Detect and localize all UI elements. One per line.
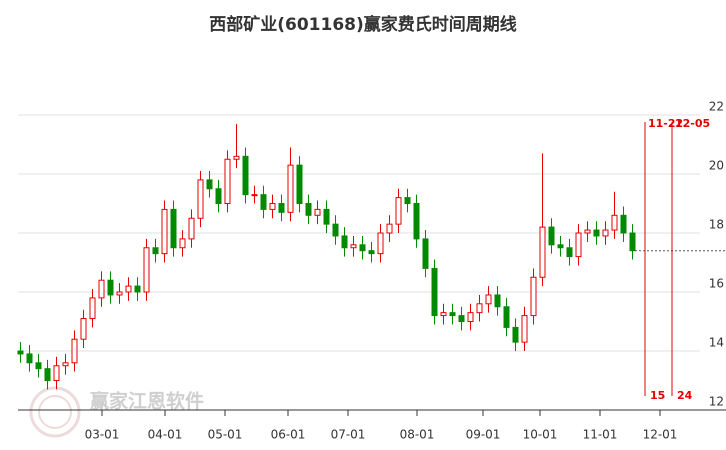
- candle-body: [413, 203, 420, 240]
- candle-body: [71, 338, 78, 364]
- candle-body: [116, 291, 123, 296]
- x-tick-label: 03-01: [85, 428, 120, 442]
- candle-body: [89, 297, 96, 320]
- candle-body: [503, 306, 510, 328]
- candle-body: [170, 208, 177, 249]
- x-tick-label: 09-01: [466, 428, 501, 442]
- candle-body: [215, 188, 222, 204]
- y-tick-label: 14: [709, 336, 724, 350]
- candle-body: [44, 368, 51, 382]
- candle-body: [53, 365, 60, 381]
- candle-body: [359, 244, 366, 252]
- candle-body: [107, 279, 114, 296]
- candle-body: [62, 362, 69, 367]
- candle-body: [530, 276, 537, 317]
- chart-title: 西部矿业(601168)赢家费氏时间周期线: [209, 14, 517, 35]
- candle-body: [368, 250, 375, 255]
- candle-body: [197, 179, 204, 219]
- candle-body: [260, 194, 267, 210]
- candle-body: [287, 164, 294, 213]
- candle-body: [512, 326, 519, 343]
- y-tick-label: 16: [709, 277, 724, 291]
- y-tick-label: 12: [709, 395, 724, 409]
- candle-body: [350, 244, 357, 249]
- candle-body: [539, 226, 546, 278]
- candle-body: [557, 244, 564, 249]
- candle-body: [269, 203, 276, 210]
- candle-body: [305, 203, 312, 216]
- candle-body: [323, 208, 330, 225]
- watermark: 赢家江恩软件: [90, 390, 204, 413]
- x-tick-label: 05-01: [208, 428, 243, 442]
- candle-body: [611, 214, 618, 231]
- candle-body: [566, 247, 573, 258]
- candle-body: [575, 232, 582, 258]
- candle-body: [251, 194, 258, 197]
- x-tick-label: 07-01: [331, 428, 366, 442]
- candle-body: [188, 217, 195, 240]
- candle-body: [494, 294, 501, 308]
- candle-body: [440, 312, 447, 317]
- candle-body: [521, 315, 528, 343]
- watermark-logo: [29, 386, 81, 438]
- candle-body: [179, 238, 186, 249]
- candle-body: [332, 223, 339, 237]
- candle-body: [233, 155, 240, 160]
- candle-body: [458, 315, 465, 323]
- x-tick-label: 08-01: [400, 428, 435, 442]
- candle-body: [404, 197, 411, 205]
- candle-body: [485, 294, 492, 305]
- candle-body: [152, 247, 159, 255]
- x-tick-label: 12-01: [643, 428, 678, 442]
- candle-body: [125, 285, 132, 293]
- candle-body: [35, 362, 42, 370]
- x-tick-label: 04-01: [148, 428, 183, 442]
- candle-body: [224, 158, 231, 204]
- candle-body: [377, 232, 384, 255]
- candle-body: [143, 247, 150, 293]
- candle-body: [17, 350, 24, 355]
- candle-body: [467, 312, 474, 322]
- y-tick-label: 22: [709, 100, 724, 114]
- candle-body: [296, 164, 303, 204]
- candle-body: [341, 235, 348, 249]
- candle-body: [548, 226, 555, 246]
- candle-body: [629, 232, 636, 252]
- candle-body: [602, 229, 609, 237]
- cycle-date-label: 11-22: [648, 117, 683, 130]
- logo-inner: [38, 395, 72, 429]
- candle-body: [431, 267, 438, 317]
- candle-body: [395, 197, 402, 225]
- y-tick-label: 20: [709, 159, 724, 173]
- candle-body: [242, 155, 249, 196]
- candle-body: [206, 179, 213, 190]
- candle-body: [80, 318, 87, 340]
- candle-body: [134, 285, 141, 293]
- cycle-date-label: 12-05: [675, 117, 710, 130]
- candle-body: [278, 203, 285, 213]
- candle-body: [98, 279, 105, 299]
- candle-body: [476, 303, 483, 314]
- candle-body: [422, 238, 429, 269]
- logo-ring: [29, 386, 81, 438]
- candle-body: [449, 312, 456, 317]
- candle-body: [584, 229, 591, 234]
- candle-body: [620, 214, 627, 234]
- x-tick-label: 10-01: [523, 428, 558, 442]
- cycle-count-label: 24: [677, 389, 693, 402]
- candle-body: [314, 208, 321, 216]
- x-tick-label: 06-01: [271, 428, 306, 442]
- candle-body: [386, 223, 393, 234]
- candle-body: [593, 229, 600, 237]
- cycle-count-label: 15: [650, 389, 665, 402]
- candle-body: [161, 208, 168, 255]
- x-tick-label: 11-01: [583, 428, 618, 442]
- candle-body: [26, 353, 33, 364]
- y-tick-label: 18: [709, 218, 724, 232]
